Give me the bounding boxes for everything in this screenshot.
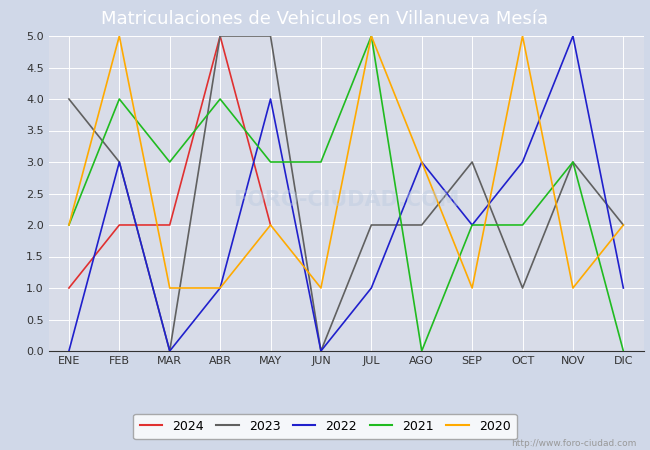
Text: http://www.foro-ciudad.com: http://www.foro-ciudad.com	[512, 439, 637, 448]
Text: FORO-CIUDAD.COM: FORO-CIUDAD.COM	[233, 190, 460, 210]
Text: Matriculaciones de Vehiculos en Villanueva Mesía: Matriculaciones de Vehiculos en Villanue…	[101, 10, 549, 28]
Legend: 2024, 2023, 2022, 2021, 2020: 2024, 2023, 2022, 2021, 2020	[133, 414, 517, 439]
